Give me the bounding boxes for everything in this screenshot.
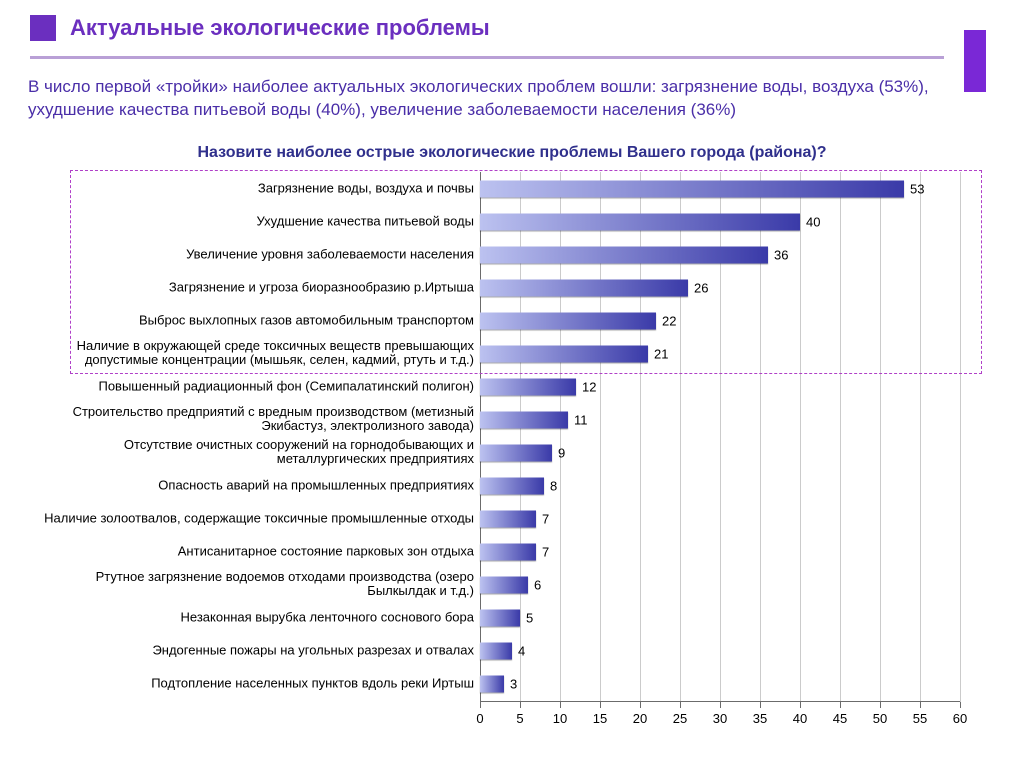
bar-value: 9: [558, 445, 565, 460]
bar: [480, 345, 648, 362]
bar: [480, 312, 656, 329]
chart-row: Наличие в окружающей среде токсичных вещ…: [30, 337, 990, 370]
page-title: Актуальные экологические проблемы: [70, 15, 490, 41]
x-tick-mark: [680, 702, 681, 708]
x-tick-label: 15: [593, 711, 607, 726]
bar-value: 26: [694, 280, 708, 295]
chart-row: Выброс выхлопных газов автомобильным тра…: [30, 304, 990, 337]
bar-value: 6: [534, 577, 541, 592]
bar-label: Отсутствие очистных сооружений на горнод…: [34, 438, 474, 468]
bar-value: 4: [518, 643, 525, 658]
bar: [480, 510, 536, 527]
chart-row: Ухудшение качества питьевой воды 40: [30, 205, 990, 238]
chart-row: Подтопление населенных пунктов вдоль рек…: [30, 667, 990, 700]
x-tick-mark: [560, 702, 561, 708]
chart-row: Незаконная вырубка ленточного соснового …: [30, 601, 990, 634]
bar: [480, 213, 800, 230]
x-tick-mark: [760, 702, 761, 708]
bar-label: Незаконная вырубка ленточного соснового …: [34, 610, 474, 625]
bar-value: 40: [806, 214, 820, 229]
bar-label: Увеличение уровня заболеваемости населен…: [34, 247, 474, 262]
bar-label: Загрязнение и угроза биоразнообразию р.И…: [34, 280, 474, 295]
x-tick-mark: [880, 702, 881, 708]
title-bar: Актуальные экологические проблемы: [30, 0, 944, 56]
chart-row: Повышенный радиационный фон (Семипалатин…: [30, 370, 990, 403]
chart-row: Строительство предприятий с вредным прои…: [30, 403, 990, 436]
bar-label: Строительство предприятий с вредным прои…: [34, 405, 474, 435]
bar-label: Опасность аварий на промышленных предпри…: [34, 478, 474, 493]
title-square-icon: [30, 15, 56, 41]
bar-label: Загрязнение воды, воздуха и почвы: [34, 181, 474, 196]
bar: [480, 378, 576, 395]
bar-label: Повышенный радиационный фон (Семипалатин…: [34, 379, 474, 394]
x-tick-label: 60: [953, 711, 967, 726]
x-tick-label: 55: [913, 711, 927, 726]
chart-row: Загрязнение и угроза биоразнообразию р.И…: [30, 271, 990, 304]
chart-row: Антисанитарное состояние парковых зон от…: [30, 535, 990, 568]
x-tick-label: 10: [553, 711, 567, 726]
x-tick-mark: [800, 702, 801, 708]
x-tick-mark: [520, 702, 521, 708]
chart-row: Загрязнение воды, воздуха и почвы 53: [30, 172, 990, 205]
bar-label: Ухудшение качества питьевой воды: [34, 214, 474, 229]
bar: [480, 675, 504, 692]
bar: [480, 609, 520, 626]
bar-value: 11: [574, 412, 588, 427]
bar-label: Эндогенные пожары на угольных разрезах и…: [34, 643, 474, 658]
x-tick-mark: [720, 702, 721, 708]
x-tick-mark: [480, 702, 481, 708]
chart-title: Назовите наиболее острые экологические п…: [0, 144, 1024, 162]
bar-value: 8: [550, 478, 557, 493]
x-tick-label: 40: [793, 711, 807, 726]
bar: [480, 444, 552, 461]
chart-row: Наличие золоотвалов, содержащие токсичны…: [30, 502, 990, 535]
bar-value: 22: [662, 313, 676, 328]
x-tick-mark: [600, 702, 601, 708]
x-tick-mark: [920, 702, 921, 708]
title-underline: [30, 56, 944, 59]
x-tick-label: 30: [713, 711, 727, 726]
x-tick-label: 5: [516, 711, 523, 726]
bar: [480, 576, 528, 593]
bar-value: 53: [910, 181, 924, 196]
x-tick-mark: [640, 702, 641, 708]
bar-value: 12: [582, 379, 596, 394]
bar-value: 36: [774, 247, 788, 262]
bar: [480, 411, 568, 428]
bar: [480, 543, 536, 560]
chart-row: Опасность аварий на промышленных предпри…: [30, 469, 990, 502]
bar: [480, 180, 904, 197]
chart-row: Эндогенные пожары на угольных разрезах и…: [30, 634, 990, 667]
x-tick-label: 45: [833, 711, 847, 726]
bar-label: Подтопление населенных пунктов вдоль рек…: [34, 676, 474, 691]
bar-label: Выброс выхлопных газов автомобильным тра…: [34, 313, 474, 328]
bar-value: 3: [510, 676, 517, 691]
x-tick-label: 25: [673, 711, 687, 726]
bar-chart: 051015202530354045505560 Загрязнение вод…: [30, 172, 990, 732]
bar: [480, 642, 512, 659]
bar-value: 5: [526, 610, 533, 625]
bar-value: 7: [542, 511, 549, 526]
bar-label: Ртутное загрязнение водоемов отходами пр…: [34, 570, 474, 600]
x-tick-mark: [960, 702, 961, 708]
x-tick-label: 20: [633, 711, 647, 726]
bar-value: 7: [542, 544, 549, 559]
x-tick-label: 50: [873, 711, 887, 726]
x-tick-mark: [840, 702, 841, 708]
x-tick-label: 35: [753, 711, 767, 726]
bar-label: Антисанитарное состояние парковых зон от…: [34, 544, 474, 559]
slide: Актуальные экологические проблемы В числ…: [0, 0, 1024, 768]
bar-label: Наличие золоотвалов, содержащие токсичны…: [34, 511, 474, 526]
bar-value: 21: [654, 346, 668, 361]
chart-row: Отсутствие очистных сооружений на горнод…: [30, 436, 990, 469]
bar: [480, 279, 688, 296]
bar: [480, 246, 768, 263]
chart-row: Ртутное загрязнение водоемов отходами пр…: [30, 568, 990, 601]
bar-label: Наличие в окружающей среде токсичных вещ…: [34, 339, 474, 369]
x-tick-label: 0: [476, 711, 483, 726]
intro-text: В число первой «тройки» наиболее актуаль…: [28, 76, 984, 122]
bar: [480, 477, 544, 494]
chart-row: Увеличение уровня заболеваемости населен…: [30, 238, 990, 271]
